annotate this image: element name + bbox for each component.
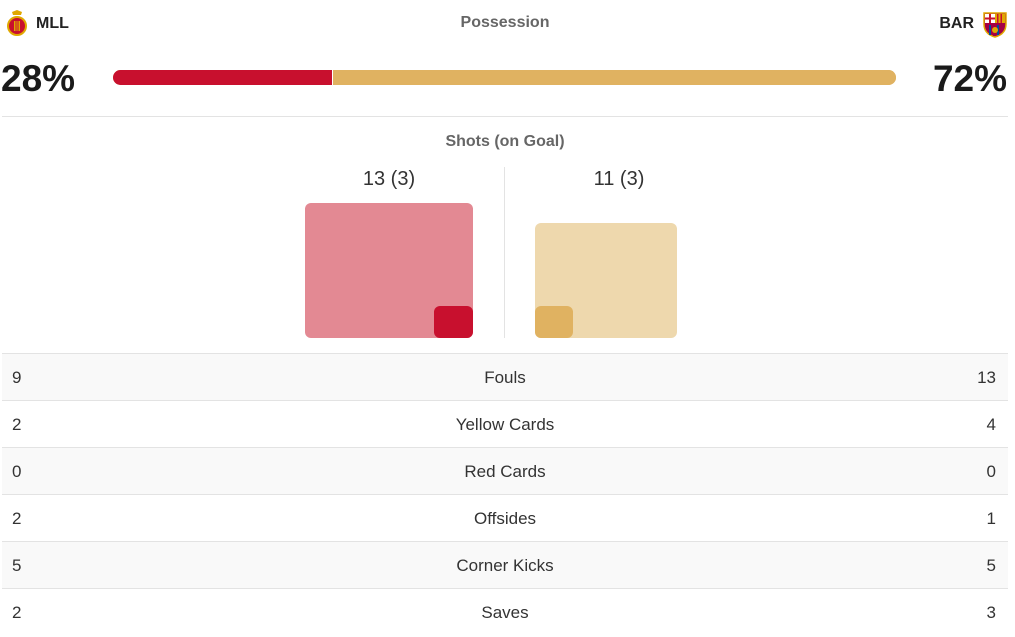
possession-bar-away	[332, 70, 896, 85]
away-stat-value: 3	[986, 603, 996, 622]
home-shots-value: 13 (3)	[362, 168, 416, 190]
away-stat-value: 4	[986, 415, 996, 434]
home-shots-on-goal-box	[434, 306, 473, 338]
away-shots-on-goal-box	[535, 306, 573, 338]
home-team[interactable]: MLL	[6, 10, 69, 38]
stat-label: Offsides	[473, 509, 537, 528]
away-team[interactable]: BAR	[939, 10, 1008, 38]
stat-row-corner-kicks: 5 Corner Kicks 5	[2, 541, 1008, 588]
away-stat-value: 1	[986, 509, 996, 528]
home-stat-value: 5	[12, 556, 22, 575]
possession-bar-home	[113, 70, 333, 85]
stat-label: Yellow Cards	[455, 415, 555, 434]
stat-row-offsides: 2 Offsides 1	[2, 494, 1008, 541]
away-shots-value: 11 (3)	[593, 168, 645, 190]
away-stat-value: 13	[977, 368, 996, 387]
stat-row-yellow-cards: 2 Yellow Cards 4	[2, 400, 1008, 447]
possession-bar	[113, 70, 896, 85]
home-stat-value: 2	[12, 415, 22, 434]
stat-row-red-cards: 0 Red Cards 0	[2, 447, 1008, 494]
stat-row-saves: 2 Saves 3	[2, 588, 1008, 635]
away-team-abbr: BAR	[939, 15, 974, 32]
barcelona-crest-icon	[983, 12, 1007, 38]
possession-section: MLL Possession BAR 28% 72%	[0, 0, 1015, 117]
home-stat-value: 2	[12, 603, 22, 622]
shots-title: Shots (on Goal)	[445, 133, 565, 150]
stat-label: Fouls	[484, 368, 526, 387]
mallorca-crest-icon	[7, 10, 27, 36]
home-team-abbr: MLL	[36, 15, 69, 32]
shots-separator	[504, 167, 505, 338]
stat-label: Red Cards	[464, 462, 546, 481]
away-stat-value: 0	[986, 462, 996, 481]
stat-row-fouls: 9 Fouls 13	[2, 353, 1008, 400]
away-possession-value: 72%	[932, 58, 1007, 99]
possession-title: Possession	[460, 14, 550, 31]
stat-label: Saves	[481, 603, 529, 622]
home-possession-value: 28%	[1, 58, 76, 99]
home-stat-value: 9	[12, 368, 22, 387]
home-stat-value: 0	[12, 462, 22, 481]
home-stat-value: 2	[12, 509, 22, 528]
stat-label: Corner Kicks	[456, 556, 554, 575]
stats-table: 9 Fouls 13 2 Yellow Cards 4 0 Red Cards …	[2, 353, 1008, 635]
away-stat-value: 5	[986, 556, 996, 575]
section-divider	[2, 116, 1008, 117]
